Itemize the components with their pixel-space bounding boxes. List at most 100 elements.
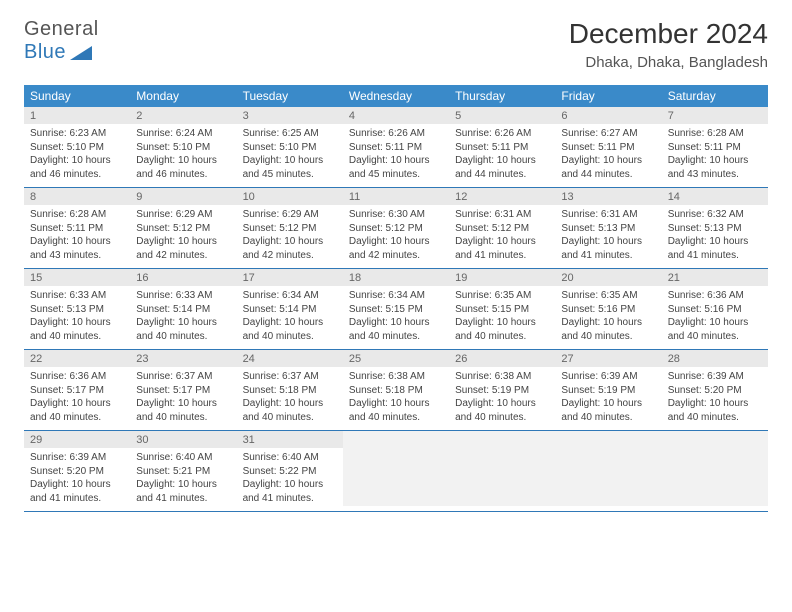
sunrise-text: Sunrise: 6:39 AM [668, 370, 762, 384]
calendar-cell: 25Sunrise: 6:38 AMSunset: 5:18 PMDayligh… [343, 350, 449, 431]
daylight-text: Daylight: 10 hours and 43 minutes. [668, 154, 762, 181]
day-number: 8 [24, 188, 130, 205]
daylight-text: Daylight: 10 hours and 40 minutes. [349, 316, 443, 343]
sunset-text: Sunset: 5:12 PM [243, 222, 337, 236]
day-details: Sunrise: 6:36 AMSunset: 5:17 PMDaylight:… [24, 367, 130, 430]
day-details: Sunrise: 6:33 AMSunset: 5:14 PMDaylight:… [130, 286, 236, 349]
daylight-text: Daylight: 10 hours and 41 minutes. [243, 478, 337, 505]
sunrise-text: Sunrise: 6:39 AM [561, 370, 655, 384]
sunrise-text: Sunrise: 6:37 AM [136, 370, 230, 384]
calendar-cell: 9Sunrise: 6:29 AMSunset: 5:12 PMDaylight… [130, 188, 236, 269]
day-number: 15 [24, 269, 130, 286]
sunset-text: Sunset: 5:12 PM [136, 222, 230, 236]
day-details: Sunrise: 6:37 AMSunset: 5:18 PMDaylight:… [237, 367, 343, 430]
calendar-cell: 31Sunrise: 6:40 AMSunset: 5:22 PMDayligh… [237, 431, 343, 512]
header: General Blue December 2024 Dhaka, Dhaka,… [24, 18, 768, 71]
sunrise-text: Sunrise: 6:31 AM [561, 208, 655, 222]
calendar-cell [449, 431, 555, 512]
logo-line2: Blue [24, 41, 92, 64]
calendar-cell: 22Sunrise: 6:36 AMSunset: 5:17 PMDayligh… [24, 350, 130, 431]
day-number: 16 [130, 269, 236, 286]
day-details: Sunrise: 6:40 AMSunset: 5:22 PMDaylight:… [237, 448, 343, 511]
calendar-cell: 12Sunrise: 6:31 AMSunset: 5:12 PMDayligh… [449, 188, 555, 269]
day-number [449, 431, 555, 448]
sunrise-text: Sunrise: 6:28 AM [30, 208, 124, 222]
sunset-text: Sunset: 5:17 PM [30, 384, 124, 398]
dayhead-mon: Monday [130, 85, 236, 107]
sunrise-text: Sunrise: 6:25 AM [243, 127, 337, 141]
calendar-cell: 29Sunrise: 6:39 AMSunset: 5:20 PMDayligh… [24, 431, 130, 512]
calendar-cell: 17Sunrise: 6:34 AMSunset: 5:14 PMDayligh… [237, 269, 343, 350]
daylight-text: Daylight: 10 hours and 45 minutes. [243, 154, 337, 181]
day-details: Sunrise: 6:35 AMSunset: 5:16 PMDaylight:… [555, 286, 661, 349]
sunset-text: Sunset: 5:16 PM [561, 303, 655, 317]
sunrise-text: Sunrise: 6:27 AM [561, 127, 655, 141]
day-details: Sunrise: 6:38 AMSunset: 5:19 PMDaylight:… [449, 367, 555, 430]
daylight-text: Daylight: 10 hours and 40 minutes. [243, 316, 337, 343]
daylight-text: Daylight: 10 hours and 43 minutes. [30, 235, 124, 262]
day-details: Sunrise: 6:34 AMSunset: 5:14 PMDaylight:… [237, 286, 343, 349]
day-number: 23 [130, 350, 236, 367]
day-details: Sunrise: 6:32 AMSunset: 5:13 PMDaylight:… [662, 205, 768, 268]
sunset-text: Sunset: 5:22 PM [243, 465, 337, 479]
sunset-text: Sunset: 5:12 PM [349, 222, 443, 236]
day-number: 19 [449, 269, 555, 286]
sunset-text: Sunset: 5:11 PM [668, 141, 762, 155]
logo: General Blue [24, 18, 99, 64]
sunset-text: Sunset: 5:13 PM [30, 303, 124, 317]
sunrise-text: Sunrise: 6:33 AM [136, 289, 230, 303]
daylight-text: Daylight: 10 hours and 41 minutes. [136, 478, 230, 505]
daylight-text: Daylight: 10 hours and 41 minutes. [668, 235, 762, 262]
day-details: Sunrise: 6:39 AMSunset: 5:19 PMDaylight:… [555, 367, 661, 430]
sunset-text: Sunset: 5:20 PM [668, 384, 762, 398]
sunset-text: Sunset: 5:16 PM [668, 303, 762, 317]
day-number: 27 [555, 350, 661, 367]
dayhead-thu: Thursday [449, 85, 555, 107]
day-details: Sunrise: 6:34 AMSunset: 5:15 PMDaylight:… [343, 286, 449, 349]
daylight-text: Daylight: 10 hours and 42 minutes. [136, 235, 230, 262]
day-number: 5 [449, 107, 555, 124]
sunrise-text: Sunrise: 6:40 AM [136, 451, 230, 465]
calendar-cell [662, 431, 768, 512]
day-number [343, 431, 449, 448]
calendar-cell: 18Sunrise: 6:34 AMSunset: 5:15 PMDayligh… [343, 269, 449, 350]
sunrise-text: Sunrise: 6:24 AM [136, 127, 230, 141]
sunrise-text: Sunrise: 6:40 AM [243, 451, 337, 465]
calendar-cell: 20Sunrise: 6:35 AMSunset: 5:16 PMDayligh… [555, 269, 661, 350]
day-number: 14 [662, 188, 768, 205]
day-number: 9 [130, 188, 236, 205]
sunrise-text: Sunrise: 6:28 AM [668, 127, 762, 141]
day-number [555, 431, 661, 448]
calendar-cell: 5Sunrise: 6:26 AMSunset: 5:11 PMDaylight… [449, 107, 555, 188]
day-number: 10 [237, 188, 343, 205]
logo-line2-text: Blue [24, 41, 66, 64]
day-details: Sunrise: 6:33 AMSunset: 5:13 PMDaylight:… [24, 286, 130, 349]
day-details: Sunrise: 6:27 AMSunset: 5:11 PMDaylight:… [555, 124, 661, 187]
sunrise-text: Sunrise: 6:39 AM [30, 451, 124, 465]
calendar-cell: 6Sunrise: 6:27 AMSunset: 5:11 PMDaylight… [555, 107, 661, 188]
calendar-cell: 28Sunrise: 6:39 AMSunset: 5:20 PMDayligh… [662, 350, 768, 431]
day-details: Sunrise: 6:31 AMSunset: 5:12 PMDaylight:… [449, 205, 555, 268]
calendar-cell: 13Sunrise: 6:31 AMSunset: 5:13 PMDayligh… [555, 188, 661, 269]
calendar-week: 8Sunrise: 6:28 AMSunset: 5:11 PMDaylight… [24, 188, 768, 269]
daylight-text: Daylight: 10 hours and 40 minutes. [136, 397, 230, 424]
calendar-cell: 24Sunrise: 6:37 AMSunset: 5:18 PMDayligh… [237, 350, 343, 431]
daylight-text: Daylight: 10 hours and 40 minutes. [561, 316, 655, 343]
day-number: 17 [237, 269, 343, 286]
day-details: Sunrise: 6:37 AMSunset: 5:17 PMDaylight:… [130, 367, 236, 430]
calendar-cell [343, 431, 449, 512]
calendar-cell: 10Sunrise: 6:29 AMSunset: 5:12 PMDayligh… [237, 188, 343, 269]
dayhead-tue: Tuesday [237, 85, 343, 107]
calendar-week: 1Sunrise: 6:23 AMSunset: 5:10 PMDaylight… [24, 107, 768, 188]
day-details: Sunrise: 6:38 AMSunset: 5:18 PMDaylight:… [343, 367, 449, 430]
dayhead-sun: Sunday [24, 85, 130, 107]
sunrise-text: Sunrise: 6:35 AM [561, 289, 655, 303]
sunrise-text: Sunrise: 6:38 AM [455, 370, 549, 384]
daylight-text: Daylight: 10 hours and 41 minutes. [561, 235, 655, 262]
daylight-text: Daylight: 10 hours and 40 minutes. [668, 397, 762, 424]
logo-line1: General [24, 18, 99, 41]
calendar-body: 1Sunrise: 6:23 AMSunset: 5:10 PMDaylight… [24, 107, 768, 512]
sunset-text: Sunset: 5:12 PM [455, 222, 549, 236]
day-number: 4 [343, 107, 449, 124]
sunset-text: Sunset: 5:19 PM [455, 384, 549, 398]
